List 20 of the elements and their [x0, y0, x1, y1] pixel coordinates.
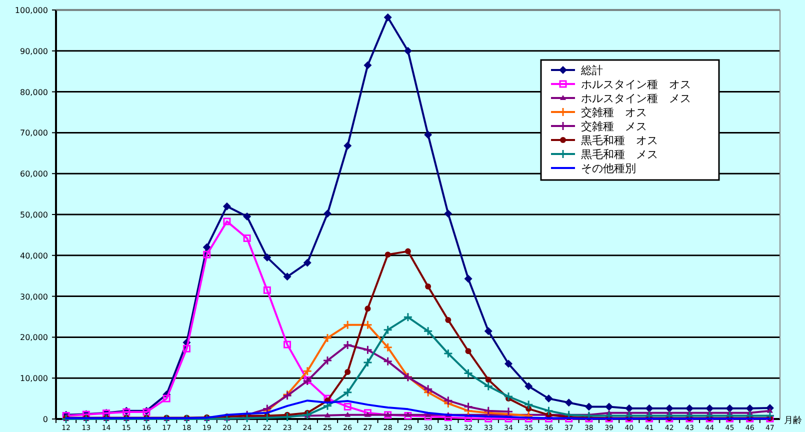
x-axis-title: 月齢 [784, 415, 802, 426]
y-tick-label: 80,000 [20, 88, 48, 97]
y-tick-label: 60,000 [20, 170, 48, 179]
y-tick-label: 70,000 [20, 128, 48, 138]
legend-label: ホルスタイン種 メス [581, 92, 691, 105]
y-tick-label: 30,000 [20, 292, 48, 302]
legend-label: 交雑種 オス [581, 106, 647, 119]
y-tick-label: 0 [42, 415, 48, 424]
legend-label: ホルスタイン種 オス [581, 78, 691, 91]
y-tick-label: 100,000 [14, 6, 48, 15]
legend-label: 黒毛和種 メス [581, 148, 658, 161]
legend-label: 交雑種 メス [581, 120, 647, 133]
y-tick-label: 40,000 [20, 251, 48, 260]
y-tick-label: 90,000 [20, 46, 48, 56]
legend-label: 黒毛和種 オス [581, 134, 658, 147]
y-tick-label: 50,000 [20, 210, 48, 220]
y-tick-label: 10,000 [20, 374, 48, 384]
legend-label: 総計 [580, 64, 603, 77]
legend-label: その他種別 [581, 162, 636, 175]
y-tick-label: 20,000 [20, 333, 48, 342]
